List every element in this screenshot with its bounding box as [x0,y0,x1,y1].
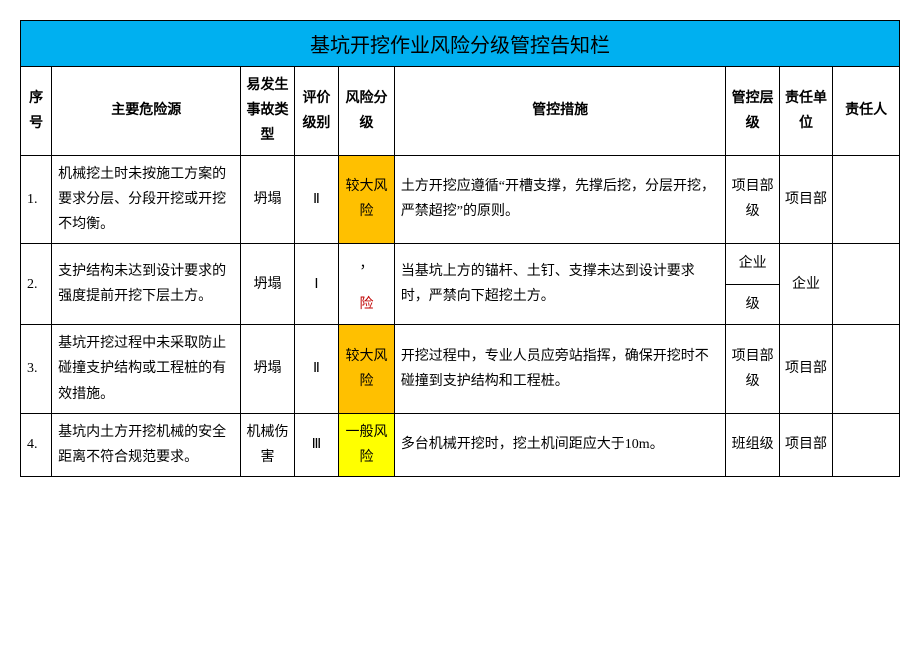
cell-ctrl: 班组级 [726,413,779,476]
cell-measures: 土方开挖应遵循“开槽支撑，先撑后挖，分层开挖，严禁超挖”的原则。 [394,155,726,244]
cell-eval: Ⅱ [294,325,339,414]
table-header-row: 序号 主要危险源 易发生事故类型 评价级别 风险分级 管控措施 管控层级 责任单… [21,67,900,156]
cell-risk: 较大风险 [339,325,395,414]
cell-unit: 项目部 [779,325,832,414]
cell-risk: 一般风险 [339,413,395,476]
cell-ctrl: 企业 级 [726,244,779,325]
cell-unit: 项目部 [779,413,832,476]
col-seq: 序号 [21,67,52,156]
cell-person [833,413,900,476]
cell-risk: 较大风险 [339,155,395,244]
cell-main: 基坑内土方开挖机械的安全距离不符合规范要求。 [52,413,241,476]
cell-unit: 企业 [779,244,832,325]
cell-seq: 2. [21,244,52,325]
cell-main: 基坑开挖过程中未采取防止碰撞支护结构或工程桩的有效措施。 [52,325,241,414]
cell-seq: 4. [21,413,52,476]
table-row: 2. 支护结构未达到设计要求的强度提前开挖下层土方。 坍塌 Ⅰ ， 险 当基坑上… [21,244,900,325]
cell-accident: 机械伤害 [241,413,294,476]
cell-measures: 当基坑上方的锚杆、土钉、支撑未达到设计要求时，严禁向下超挖土方。 [394,244,726,325]
cell-measures: 开挖过程中，专业人员应旁站指挥，确保开挖时不碰撞到支护结构和工程桩。 [394,325,726,414]
cell-measures: 多台机械开挖时，挖土机间距应大于10m。 [394,413,726,476]
table-row: 3. 基坑开挖过程中未采取防止碰撞支护结构或工程桩的有效措施。 坍塌 Ⅱ 较大风… [21,325,900,414]
cell-ctrl: 项目部级 [726,325,779,414]
table-row: 1. 机械挖土时未按施工方案的要求分层、分段开挖或开挖不均衡。 坍塌 Ⅱ 较大风… [21,155,900,244]
cell-eval: Ⅰ [294,244,339,325]
risk-bot: 险 [339,292,394,317]
cell-eval: Ⅱ [294,155,339,244]
cell-accident: 坍塌 [241,244,294,325]
table-row: 4. 基坑内土方开挖机械的安全距离不符合规范要求。 机械伤害 Ⅲ 一般风险 多台… [21,413,900,476]
ctrl-bot: 级 [726,284,778,325]
cell-main: 支护结构未达到设计要求的强度提前开挖下层土方。 [52,244,241,325]
col-risk: 风险分级 [339,67,395,156]
cell-person [833,244,900,325]
cell-person [833,325,900,414]
cell-accident: 坍塌 [241,155,294,244]
cell-accident: 坍塌 [241,325,294,414]
cell-seq: 1. [21,155,52,244]
risk-table: 序号 主要危险源 易发生事故类型 评价级别 风险分级 管控措施 管控层级 责任单… [20,66,900,477]
cell-risk: ， 险 [339,244,395,325]
cell-eval: Ⅲ [294,413,339,476]
col-ctrl: 管控层级 [726,67,779,156]
cell-main: 机械挖土时未按施工方案的要求分层、分段开挖或开挖不均衡。 [52,155,241,244]
col-unit: 责任单位 [779,67,832,156]
col-person: 责任人 [833,67,900,156]
risk-top: ， [339,252,394,277]
col-main: 主要危险源 [52,67,241,156]
cell-unit: 项目部 [779,155,832,244]
page-title: 基坑开挖作业风险分级管控告知栏 [20,20,900,66]
col-accident: 易发生事故类型 [241,67,294,156]
col-eval: 评价级别 [294,67,339,156]
col-measures: 管控措施 [394,67,726,156]
ctrl-top: 企业 [726,244,778,284]
cell-seq: 3. [21,325,52,414]
cell-person [833,155,900,244]
cell-ctrl: 项目部级 [726,155,779,244]
